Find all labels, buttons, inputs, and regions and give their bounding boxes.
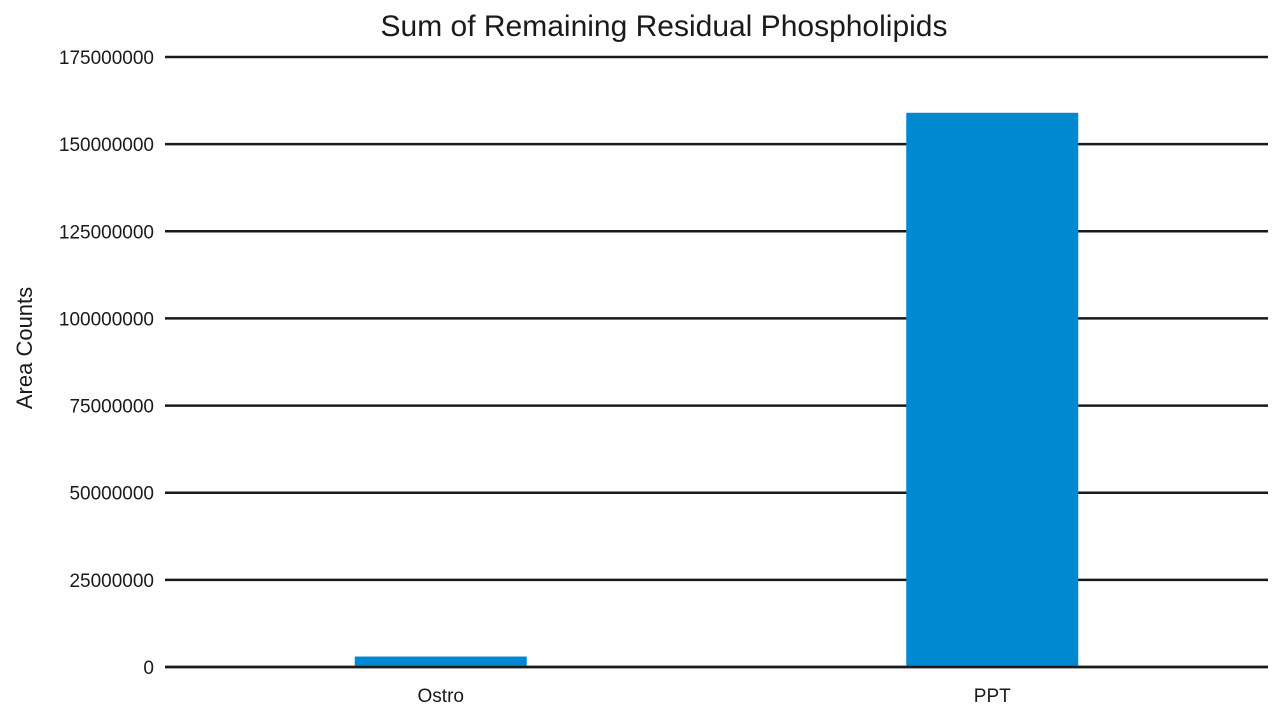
y-tick-label: 25000000 — [69, 571, 154, 592]
y-tick-label: 125000000 — [59, 222, 154, 243]
y-tick-label: 50000000 — [69, 484, 154, 505]
x-tick-label: PPT — [974, 686, 1011, 707]
x-tick-label: Ostro — [418, 686, 464, 707]
y-axis-label: Area Counts — [12, 287, 37, 409]
y-tick-label: 0 — [143, 658, 154, 679]
y-tick-label: 150000000 — [59, 135, 154, 156]
y-tick-label: 175000000 — [59, 48, 154, 69]
x-tick-labels: Ostro PPT — [418, 686, 1012, 707]
chart-title: Sum of Remaining Residual Phospholipids — [381, 10, 948, 43]
y-tick-label: 75000000 — [69, 397, 154, 418]
bar-ppt — [906, 112, 1079, 668]
y-tick-labels: 0 25000000 50000000 75000000 100000000 125000… — [59, 48, 154, 679]
bar-ostro — [354, 656, 527, 667]
y-tick-label: 100000000 — [59, 309, 154, 330]
gridlines — [165, 55, 1268, 669]
bars — [165, 112, 1268, 669]
